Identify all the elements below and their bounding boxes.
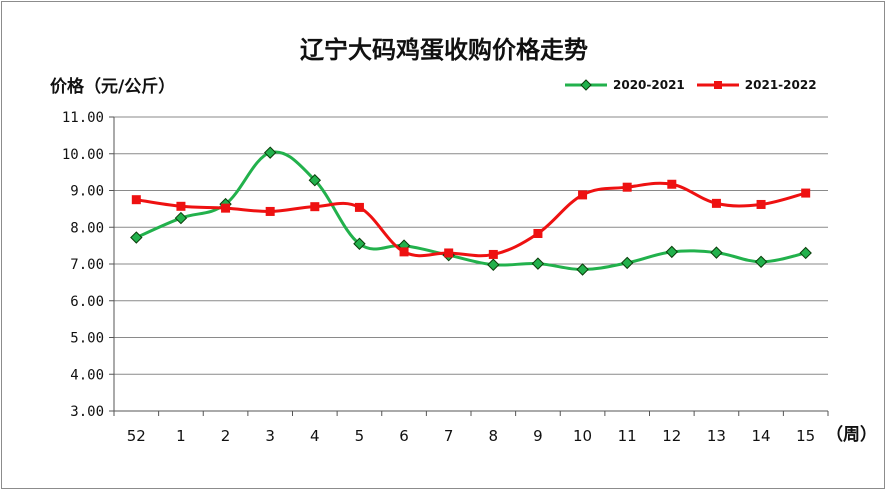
data-point-2020-2021 — [665, 245, 679, 259]
data-point-2020-2021 — [620, 256, 634, 270]
data-point-2021-2022 — [801, 188, 811, 198]
legend-item-2021-2022: 2021-2022 — [695, 78, 817, 92]
data-point-2020-2021 — [174, 211, 188, 225]
x-tick-label: 15 — [796, 427, 815, 445]
data-point-2020-2021 — [799, 246, 812, 260]
x-tick-label: 52 — [127, 427, 146, 445]
x-tick-label: 4 — [310, 427, 320, 445]
chart-title: 辽宁大码鸡蛋收购价格走势 — [300, 35, 588, 64]
x-tick-label: 12 — [662, 427, 681, 445]
data-point-2020-2021 — [308, 174, 322, 187]
x-axis-unit: （周） — [826, 425, 877, 445]
series-line-2020-2021 — [135, 150, 807, 272]
y-tick-label: 11.00 — [62, 110, 104, 126]
data-point-2021-2022 — [578, 190, 588, 200]
data-point-2020-2021 — [353, 237, 366, 250]
x-tick-label: 1 — [176, 427, 186, 445]
y-axis-label: 价格（元/公斤） — [50, 77, 176, 97]
y-tick-label: 3.00 — [70, 404, 104, 420]
y-tick-label: 8.00 — [70, 220, 104, 236]
data-point-2021-2022 — [444, 248, 454, 258]
data-point-2021-2022 — [399, 247, 409, 257]
x-tick-label: 5 — [355, 427, 365, 445]
data-point-2021-2022 — [533, 228, 543, 238]
x-tick-label: 8 — [489, 427, 499, 445]
data-point-2020-2021 — [710, 246, 723, 259]
data-point-2021-2022 — [354, 202, 364, 212]
data-point-2021-2022 — [711, 198, 721, 208]
data-point-2021-2022 — [310, 202, 320, 212]
legend-item-2020-2021: 2020-2021 — [563, 78, 685, 92]
legend-label: 2021-2022 — [744, 78, 817, 92]
x-tick-label: 10 — [573, 427, 592, 445]
data-point-2021-2022 — [622, 182, 632, 192]
x-tick-label: 6 — [399, 427, 409, 445]
x-tick-label: 7 — [444, 427, 454, 445]
data-point-2020-2021 — [531, 257, 545, 270]
data-point-2021-2022 — [265, 206, 275, 216]
series-line-2021-2022 — [136, 181, 807, 258]
data-point-2020-2021 — [130, 231, 143, 244]
data-point-2020-2021 — [754, 255, 768, 269]
data-point-2021-2022 — [667, 179, 677, 189]
y-tick-label: 4.00 — [70, 367, 104, 383]
data-point-2020-2021 — [263, 146, 277, 159]
data-point-2021-2022 — [176, 201, 186, 211]
x-tick-label: 2 — [221, 427, 231, 445]
x-tick-label: 3 — [265, 427, 275, 445]
legend-marker-square — [696, 81, 739, 89]
y-tick-label: 10.00 — [62, 147, 104, 163]
data-point-2021-2022 — [756, 199, 766, 209]
y-tick-label: 7.00 — [70, 257, 104, 273]
x-tick-label: 11 — [618, 427, 637, 445]
data-point-2021-2022 — [131, 195, 141, 205]
data-point-2021-2022 — [488, 249, 498, 259]
legend: 2020-2021 2021-2022 — [563, 76, 827, 94]
x-tick-label: 9 — [533, 427, 543, 445]
x-tick-label: 14 — [752, 427, 771, 445]
legend-marker-diamond — [565, 79, 607, 91]
data-point-2021-2022 — [221, 203, 231, 213]
legend-label: 2020-2021 — [613, 78, 685, 92]
y-tick-label: 6.00 — [70, 294, 104, 310]
data-point-2020-2021 — [487, 258, 500, 271]
x-tick-label: 13 — [707, 427, 726, 445]
y-tick-label: 5.00 — [70, 331, 104, 347]
y-tick-label: 9.00 — [70, 184, 104, 200]
data-point-2020-2021 — [576, 263, 589, 276]
